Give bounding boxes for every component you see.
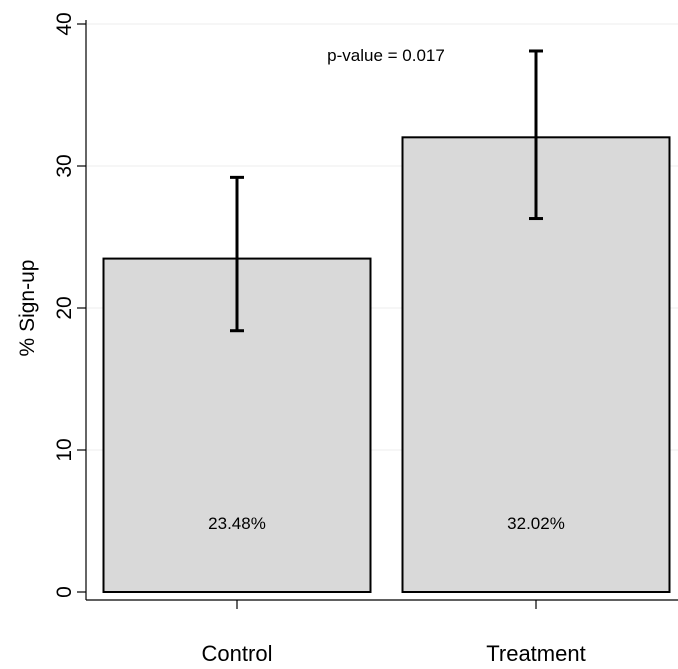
value-label-treatment: 32.02% xyxy=(507,514,565,533)
x-tick-label-treatment: Treatment xyxy=(486,641,585,666)
x-ticks: Control Treatment xyxy=(202,600,586,666)
bars xyxy=(102,136,671,593)
y-tick-label: 20 xyxy=(53,296,76,319)
value-label-control: 23.48% xyxy=(208,514,266,533)
y-ticks: 0 10 20 30 40 xyxy=(53,12,86,598)
y-tick-label: 30 xyxy=(53,154,76,177)
data-labels: 23.48% 32.02% xyxy=(208,514,565,533)
error-bars xyxy=(230,49,543,333)
y-tick-label: 40 xyxy=(53,12,76,35)
y-tick-label: 0 xyxy=(53,586,76,598)
x-tick-label-control: Control xyxy=(202,641,273,666)
y-axis-title: % Sign-up xyxy=(16,260,39,357)
p-value-annotation: p-value = 0.017 xyxy=(327,46,445,65)
axes xyxy=(85,20,678,601)
y-tick-label: 10 xyxy=(53,438,76,461)
